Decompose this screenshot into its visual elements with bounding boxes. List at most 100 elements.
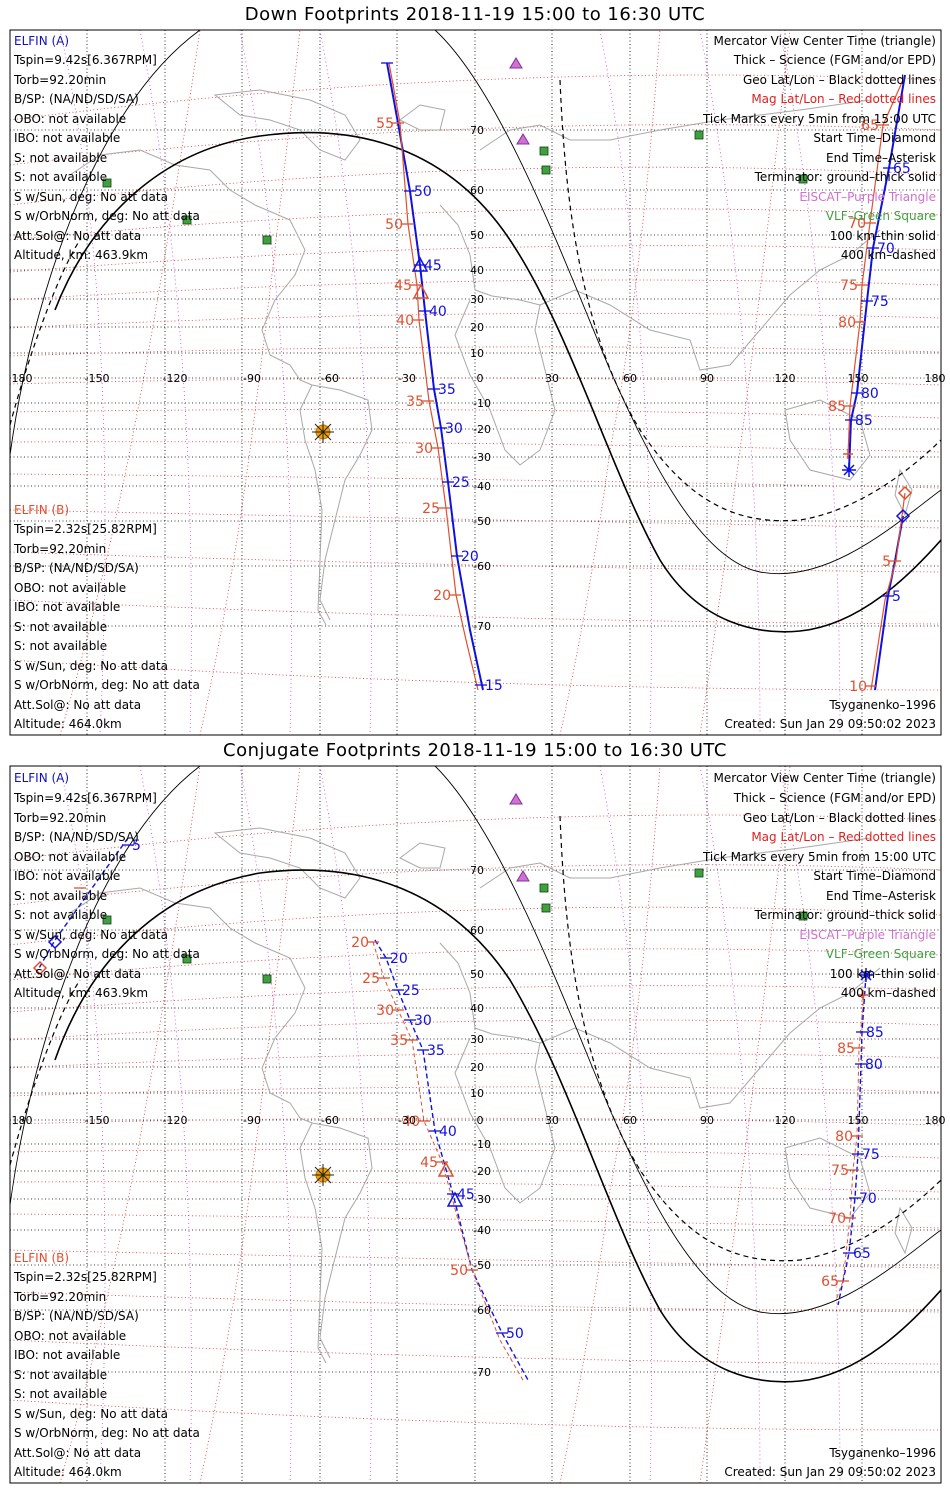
svg-text:-10: -10: [473, 397, 491, 410]
conj-tick-label: 20: [351, 935, 369, 951]
svg-text:-30: -30: [398, 1114, 416, 1127]
terminator-100km-thin: [10, 766, 941, 1315]
elfin-a-bsp: B/SP: (NA/ND/SD/SA): [14, 92, 139, 106]
down-tick-label: 20: [461, 549, 479, 565]
svg-text:30: 30: [545, 1114, 559, 1127]
svg-text:30: 30: [545, 372, 559, 385]
svg-text:70: 70: [470, 864, 484, 877]
end-asterisks: [858, 968, 873, 1000]
down-tick-label: 10: [849, 679, 867, 695]
terminator-400km-dashed: [10, 815, 941, 1262]
model-label: Tsyganenko–1996: [828, 1446, 936, 1460]
elfin-a-ibo: IBO: not available: [14, 131, 120, 145]
svg-text:0: 0: [477, 372, 484, 385]
svg-text:Thick – Science (FGM and/or EP: Thick – Science (FGM and/or EPD): [733, 53, 936, 67]
eiscat-markers: [509, 57, 530, 145]
down-tick-label: 35: [438, 382, 456, 398]
svg-text:-20: -20: [473, 423, 491, 436]
svg-text:-60: -60: [321, 1114, 339, 1127]
svg-text:Tick Marks every 5min from 15:: Tick Marks every 5min from 15:00 UTC: [702, 112, 936, 126]
conj-tick-label: 20: [390, 951, 408, 967]
conj-tick-label: 80: [835, 1129, 853, 1145]
svg-text:-90: -90: [243, 372, 261, 385]
elfin-b-sun: S w/Sun, deg: No att data: [14, 659, 168, 673]
elfin-b-orbnorm: S w/OrbNorm, deg: No att data: [14, 678, 200, 692]
conj-tick-label: 85: [837, 1041, 855, 1057]
svg-text:-90: -90: [243, 1114, 261, 1127]
down-tick-label: 85: [855, 413, 873, 429]
conj-tick-label: 65: [853, 1246, 871, 1262]
svg-text:Terminator: ground–thick solid: Terminator: ground–thick solid: [754, 170, 936, 184]
conj-tick-label: 65: [821, 1274, 839, 1290]
conj-tick-label: 50: [506, 1326, 524, 1342]
coastlines: [69, 827, 913, 1364]
legend: Mercator View Center Time (triangle) Thi…: [702, 771, 936, 1000]
eiscat-markers: [509, 793, 530, 882]
svg-text:Mercator View Center Time (tri: Mercator View Center Time (triangle): [714, 34, 936, 48]
elfin-b-down-track-se: [870, 492, 906, 691]
elfin-b-bsp: B/SP: (NA/ND/SD/SA): [14, 1309, 139, 1323]
mag-grid-lines: [10, 766, 941, 1483]
svg-text:Mercator View Center Time (tri: Mercator View Center Time (triangle): [714, 771, 936, 785]
svg-text:60: 60: [470, 924, 484, 937]
elfin-b-ibo: IBO: not available: [14, 1348, 120, 1362]
elfin-a-bsp: B/SP: (NA/ND/SD/SA): [14, 830, 139, 844]
elfin-a-label: ELFIN (A): [14, 34, 69, 48]
elfin-b-torb: Torb=92.20min: [13, 1290, 106, 1304]
svg-text:Mag Lat/Lon – Red dotted lines: Mag Lat/Lon – Red dotted lines: [751, 92, 936, 106]
conj-tick-label: 50: [450, 1263, 468, 1279]
svg-text:400 km–dashed: 400 km–dashed: [841, 986, 936, 1000]
conj-tick-label: 35: [390, 1033, 408, 1049]
down-tick-label: 5: [882, 554, 891, 570]
geo-grid-lines: [10, 766, 941, 1483]
svg-text:10: 10: [470, 1087, 484, 1100]
svg-text:100 km–thin solid: 100 km–thin solid: [830, 967, 936, 981]
down-tick-label: 40: [429, 304, 447, 320]
svg-text:60: 60: [470, 184, 484, 197]
mag-longitude-lines: [59, 766, 841, 1483]
terminator-100km-thin: [10, 30, 941, 575]
elfin-b-bsp: B/SP: (NA/ND/SD/SA): [14, 561, 139, 575]
conj-tick-label: 35: [427, 1043, 445, 1059]
vlf-markers: [102, 868, 808, 984]
elfin-a-obo: OBO: not available: [14, 850, 126, 864]
svg-text:100 km–thin solid: 100 km–thin solid: [830, 229, 936, 243]
down-tick-label: 85: [828, 399, 846, 415]
svg-text:End Time–Asterisk: End Time–Asterisk: [826, 889, 936, 903]
conj-tick-label: 75: [831, 1163, 849, 1179]
elfin-b-s2: S: not available: [14, 639, 107, 653]
longitude-labels: 180 -150 -120 -90 -60 -30 0 30 60 90 120 150 180: [12, 1114, 946, 1127]
svg-text:-150: -150: [85, 372, 110, 385]
coastlines: [69, 89, 913, 626]
elfin-b-s2: S: not available: [14, 1387, 107, 1401]
svg-text:-150: -150: [85, 1114, 110, 1127]
start-diamonds: [32, 934, 63, 976]
terminator-400km-dashed: [10, 79, 941, 522]
mag-longitude-lines: [59, 30, 841, 735]
conj-tick-label: 30: [376, 1003, 394, 1019]
svg-text:Geo Lat/Lon – Black dotted lin: Geo Lat/Lon – Black dotted lines: [743, 811, 936, 825]
conj-tick-label: 5: [132, 838, 141, 854]
svg-text:-60: -60: [321, 372, 339, 385]
svg-text:60: 60: [623, 372, 637, 385]
svg-text:180: 180: [12, 372, 33, 385]
svg-text:20: 20: [470, 321, 484, 334]
elfin-b-sun: S w/Sun, deg: No att data: [14, 1407, 168, 1421]
latitude-labels: 70 60 50 40 30 20 10 -10 -20 -30 -40 -50 -60 -70: [470, 124, 491, 633]
elfin-a-attsol: Att.Sol@: No att data: [14, 967, 141, 981]
down-tick-label: 70: [877, 241, 895, 257]
elfin-a-spin: Tspin=9.42s[6.367RPM]: [13, 53, 157, 67]
created-label: Created: Sun Jan 29 09:50:02 2023: [724, 717, 936, 731]
svg-text:90: 90: [700, 1114, 714, 1127]
down-footprints-title: Down Footprints 2018-11-19 15:00 to 16:3…: [244, 4, 706, 25]
down-tick-label: 45: [394, 278, 412, 294]
elfin-a-sun: S w/Sun, deg: No att data: [14, 190, 168, 204]
sun-icon: [312, 1164, 334, 1186]
svg-text:150: 150: [848, 1114, 869, 1127]
svg-text:150: 150: [848, 372, 869, 385]
sun-icon: [312, 421, 334, 443]
svg-text:EISCAT–Purple Triangle: EISCAT–Purple Triangle: [799, 190, 936, 204]
elfin-b-orbnorm: S w/OrbNorm, deg: No att data: [14, 1426, 200, 1440]
conj-tick-label: 40: [439, 1124, 457, 1140]
